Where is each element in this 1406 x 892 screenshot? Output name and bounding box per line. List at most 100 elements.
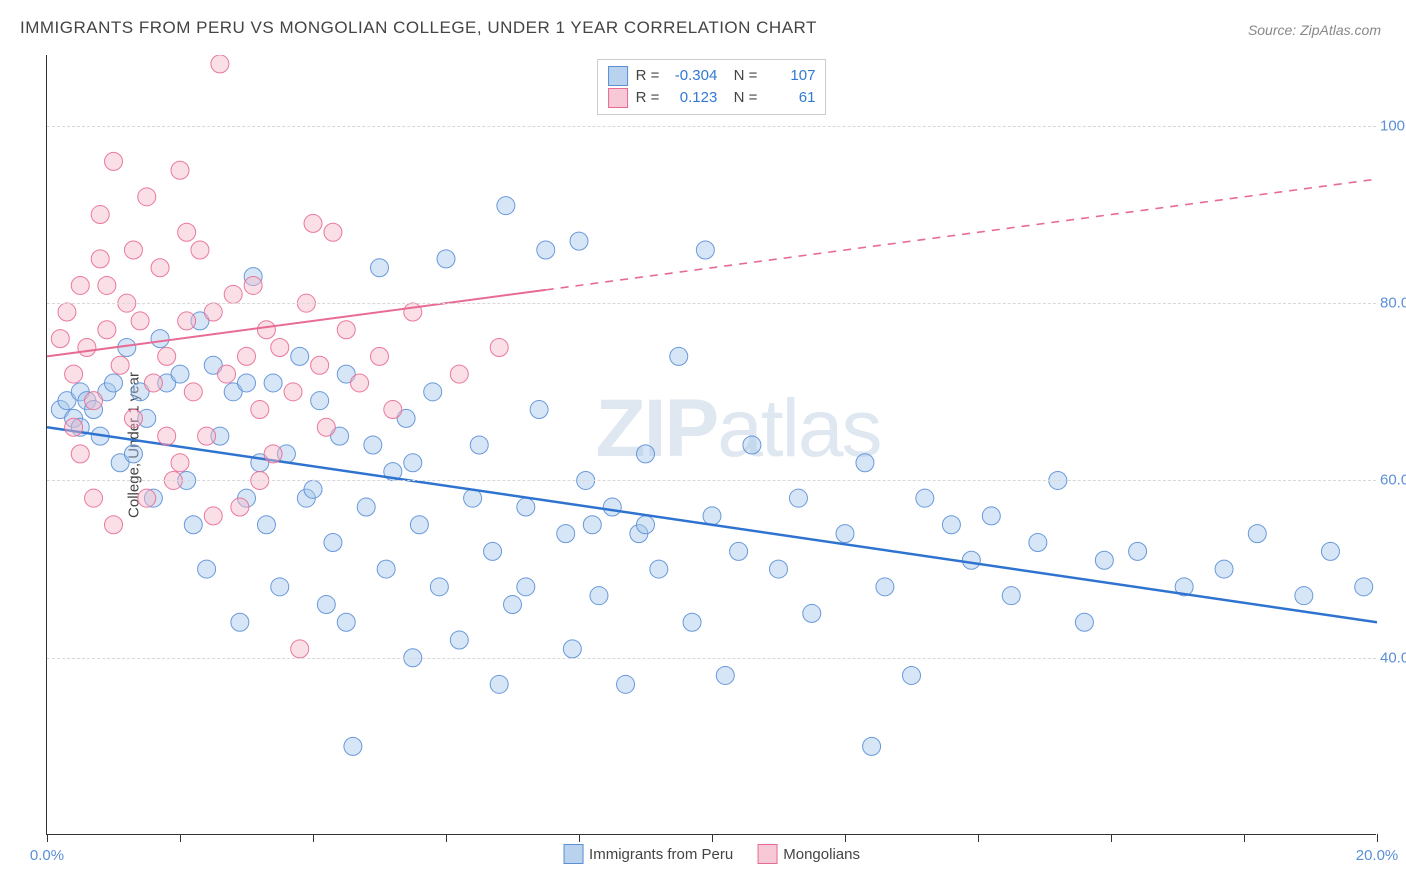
gridline-h	[47, 126, 1376, 127]
scatter-point	[231, 498, 249, 516]
scatter-point	[138, 489, 156, 507]
source-attribution: Source: ZipAtlas.com	[1248, 22, 1381, 38]
scatter-point	[204, 507, 222, 525]
x-tick	[712, 834, 713, 842]
scatter-point	[464, 489, 482, 507]
legend-stats-row-0: R = -0.304 N = 107	[608, 65, 816, 87]
legend-label-1: Mongolians	[783, 846, 860, 863]
legend-swatch-0	[608, 66, 628, 86]
scatter-point	[1355, 578, 1373, 596]
stat-r-label-0: R =	[636, 65, 660, 87]
scatter-point	[184, 383, 202, 401]
scatter-point	[1075, 613, 1093, 631]
scatter-point	[450, 365, 468, 383]
scatter-point	[696, 241, 714, 259]
scatter-point	[91, 206, 109, 224]
scatter-point	[284, 383, 302, 401]
scatter-point	[770, 560, 788, 578]
x-tick-label: 20.0%	[1356, 847, 1399, 864]
scatter-point	[211, 55, 229, 73]
stat-n-value-1: 61	[765, 87, 815, 109]
scatter-point	[105, 152, 123, 170]
scatter-point	[617, 675, 635, 693]
scatter-point	[470, 436, 488, 454]
scatter-point	[557, 525, 575, 543]
scatter-point	[803, 604, 821, 622]
x-tick	[579, 834, 580, 842]
stat-r-value-1: 0.123	[667, 87, 717, 109]
scatter-point	[563, 640, 581, 658]
scatter-point	[244, 276, 262, 294]
scatter-point	[357, 498, 375, 516]
scatter-svg	[47, 55, 1377, 835]
scatter-point	[238, 347, 256, 365]
scatter-point	[404, 303, 422, 321]
scatter-point	[71, 445, 89, 463]
scatter-point	[856, 454, 874, 472]
scatter-point	[1321, 542, 1339, 560]
scatter-point	[490, 675, 508, 693]
scatter-point	[982, 507, 1000, 525]
scatter-point	[178, 312, 196, 330]
scatter-point	[404, 454, 422, 472]
scatter-point	[1215, 560, 1233, 578]
scatter-point	[198, 560, 216, 578]
scatter-point	[191, 241, 209, 259]
trend-line-solid	[47, 427, 1377, 622]
y-tick-label: 100.0%	[1380, 117, 1406, 134]
scatter-point	[124, 409, 142, 427]
scatter-point	[863, 737, 881, 755]
x-tick	[313, 834, 314, 842]
scatter-point	[264, 374, 282, 392]
scatter-point	[530, 401, 548, 419]
x-tick-label: 0.0%	[30, 847, 64, 864]
scatter-point	[583, 516, 601, 534]
x-tick	[1377, 834, 1378, 842]
scatter-point	[670, 347, 688, 365]
scatter-point	[111, 356, 129, 374]
scatter-point	[337, 321, 355, 339]
scatter-point	[730, 542, 748, 560]
scatter-point	[171, 454, 189, 472]
stat-r-label-1: R =	[636, 87, 660, 109]
scatter-point	[58, 303, 76, 321]
gridline-h	[47, 303, 1376, 304]
scatter-point	[371, 347, 389, 365]
scatter-point	[716, 666, 734, 684]
legend-bottom-swatch-1	[757, 844, 777, 864]
scatter-point	[144, 374, 162, 392]
scatter-point	[1002, 587, 1020, 605]
scatter-point	[1248, 525, 1266, 543]
scatter-point	[78, 339, 96, 357]
scatter-point	[324, 223, 342, 241]
legend-item-0: Immigrants from Peru	[563, 844, 733, 864]
chart-plot-area: College, Under 1 year ZIPatlas R = -0.30…	[46, 55, 1376, 835]
stat-n-value-0: 107	[765, 65, 815, 87]
scatter-point	[304, 480, 322, 498]
scatter-point	[85, 392, 103, 410]
x-tick	[845, 834, 846, 842]
scatter-point	[98, 321, 116, 339]
scatter-point	[703, 507, 721, 525]
scatter-point	[138, 188, 156, 206]
scatter-point	[430, 578, 448, 596]
scatter-point	[151, 330, 169, 348]
scatter-point	[517, 498, 535, 516]
scatter-point	[1095, 551, 1113, 569]
scatter-point	[257, 516, 275, 534]
legend-label-0: Immigrants from Peru	[589, 846, 733, 863]
scatter-point	[1129, 542, 1147, 560]
scatter-point	[517, 578, 535, 596]
scatter-point	[65, 365, 83, 383]
scatter-point	[178, 223, 196, 241]
y-tick-label: 40.0%	[1380, 649, 1406, 666]
scatter-point	[490, 339, 508, 357]
scatter-point	[962, 551, 980, 569]
scatter-point	[85, 489, 103, 507]
scatter-point	[537, 241, 555, 259]
chart-title: IMMIGRANTS FROM PERU VS MONGOLIAN COLLEG…	[20, 18, 817, 38]
scatter-point	[158, 347, 176, 365]
x-tick	[978, 834, 979, 842]
stat-n-label-0: N =	[725, 65, 757, 87]
scatter-point	[291, 347, 309, 365]
